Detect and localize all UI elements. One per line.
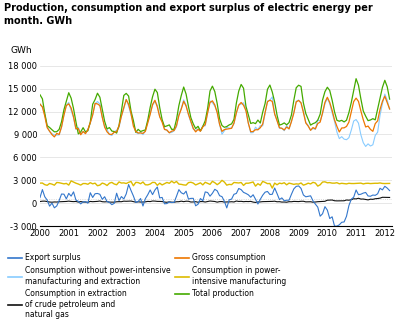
Text: GWh: GWh [10, 46, 32, 55]
Text: Production, consumption and export surplus of electric energy per
month. GWh: Production, consumption and export surpl… [4, 3, 373, 26]
Legend: Export surplus, Consumption without power-intensive
manufacturing and extraction: Export surplus, Consumption without powe… [8, 253, 286, 319]
